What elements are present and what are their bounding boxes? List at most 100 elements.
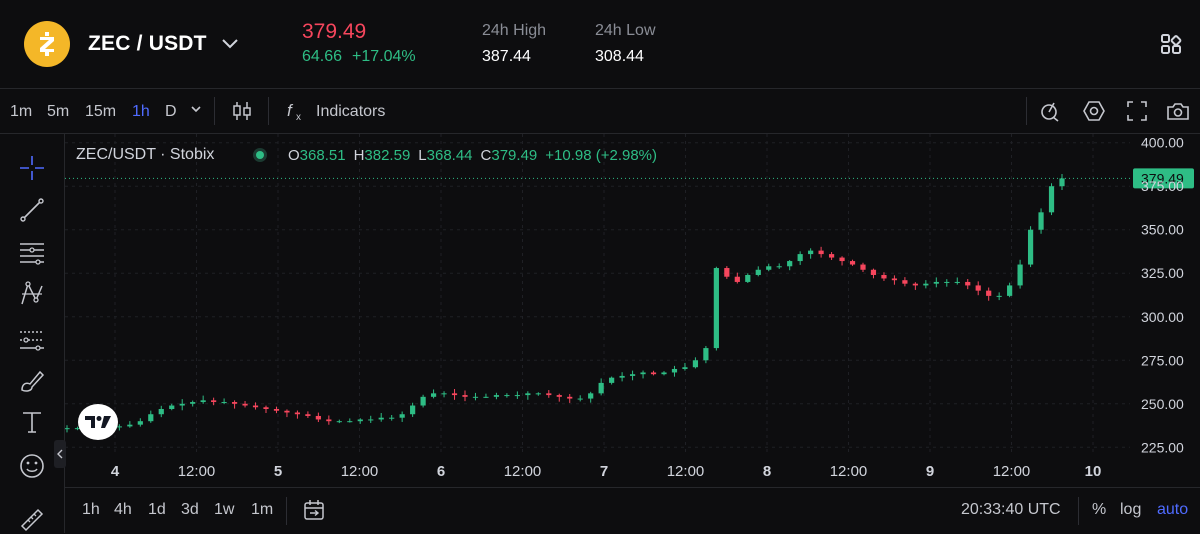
- candle-body: [776, 266, 782, 268]
- high-value: 382.59: [364, 147, 411, 164]
- function-icon[interactable]: f x: [284, 99, 308, 123]
- chevron-down-icon[interactable]: [188, 101, 204, 117]
- divider: [1078, 497, 1079, 525]
- candle-body: [682, 367, 688, 369]
- fib-retracement-icon[interactable]: [18, 324, 46, 352]
- candle-body: [231, 402, 238, 404]
- ruler-icon[interactable]: [18, 504, 46, 532]
- candle-body: [252, 405, 259, 408]
- candle-body: [504, 395, 510, 397]
- candle-body: [661, 372, 667, 375]
- candle-body: [713, 268, 719, 349]
- candle-body: [671, 368, 678, 373]
- candle-body: [326, 419, 332, 422]
- calendar-icon[interactable]: [302, 498, 326, 522]
- candle-body: [284, 410, 290, 413]
- horizontal-lines-icon[interactable]: [18, 238, 46, 266]
- log-toggle[interactable]: log: [1120, 501, 1142, 518]
- indicators-button[interactable]: Indicators: [316, 103, 386, 120]
- candle-body: [399, 414, 405, 418]
- candlestick-icon[interactable]: [230, 99, 254, 123]
- pair-selector[interactable]: ZEC / USDT: [88, 32, 207, 55]
- candle-body: [818, 250, 824, 255]
- candle-body: [954, 281, 960, 283]
- ohlc-legend: O368.51 H382.59 L368.44 C379.49 +10.98 (+2.9…: [288, 147, 665, 164]
- x-tick-label: 6: [437, 463, 445, 480]
- range-1m[interactable]: 1m: [251, 501, 274, 518]
- candle-body: [1038, 212, 1044, 230]
- change-value: +10.98 (+2.98%): [545, 147, 658, 164]
- timeframe-1h[interactable]: 1h: [132, 103, 150, 120]
- collapse-toolbar-button[interactable]: [54, 440, 66, 468]
- candle-body: [357, 419, 363, 422]
- change-percent: +17.04%: [352, 48, 416, 65]
- candle-body: [169, 405, 175, 410]
- range-1d[interactable]: 1d: [148, 501, 166, 518]
- crosshair-icon[interactable]: [18, 154, 46, 182]
- candle-body: [828, 254, 835, 258]
- svg-text:x: x: [296, 112, 301, 123]
- change-absolute: 64.66: [302, 48, 343, 65]
- candle-body: [797, 254, 803, 262]
- fullscreen-icon[interactable]: [1125, 99, 1149, 123]
- candle-body: [336, 421, 342, 423]
- candle-body: [273, 409, 280, 411]
- candle-body: [598, 382, 604, 394]
- candle-body: [933, 281, 939, 284]
- low-value: 368.44: [426, 147, 473, 164]
- divider: [214, 97, 215, 125]
- candle-body: [650, 372, 657, 375]
- range-1w[interactable]: 1w: [214, 501, 235, 518]
- camera-icon[interactable]: [1166, 99, 1190, 123]
- timeframe-d[interactable]: D: [165, 103, 177, 120]
- candle-body: [368, 419, 374, 421]
- timeframe-1m[interactable]: 1m: [10, 103, 33, 120]
- low-value: 308.44: [595, 48, 644, 65]
- range-3d[interactable]: 3d: [181, 501, 199, 518]
- close-value: 379.49: [491, 147, 538, 164]
- price-change: 64.66 +17.04%: [302, 48, 426, 66]
- x-tick-label: 8: [763, 463, 771, 480]
- candle-body: [556, 395, 562, 397]
- timeframe-5m[interactable]: 5m: [47, 103, 70, 120]
- candle-body: [629, 374, 636, 376]
- text-icon[interactable]: [18, 408, 46, 436]
- emoji-icon[interactable]: [18, 452, 46, 480]
- candle-body: [378, 417, 384, 420]
- chevron-down-icon[interactable]: [220, 36, 240, 52]
- auto-toggle[interactable]: auto: [1157, 501, 1189, 518]
- candle-body: [808, 250, 814, 255]
- brush-icon[interactable]: [18, 366, 46, 394]
- candle-body: [734, 276, 740, 282]
- replay-icon[interactable]: [1038, 99, 1062, 123]
- range-1h[interactable]: 1h: [82, 501, 100, 518]
- candle-body: [158, 409, 164, 415]
- timeframe-15m[interactable]: 15m: [85, 103, 117, 120]
- layout-grid-icon[interactable]: [1160, 33, 1182, 55]
- high-value: 387.44: [482, 48, 531, 65]
- candle-body: [347, 421, 353, 423]
- candle-body: [965, 281, 971, 286]
- candle-body: [1007, 285, 1013, 296]
- pattern-icon[interactable]: [18, 280, 46, 308]
- settings-icon[interactable]: [1082, 99, 1106, 123]
- x-tick-label: 12:00: [830, 463, 868, 480]
- candle-body: [116, 426, 122, 428]
- y-tick-label: 275.00: [1141, 352, 1184, 368]
- candle-body: [1059, 178, 1065, 187]
- candle-body: [881, 274, 887, 279]
- candle-body: [127, 424, 133, 427]
- candle-body: [294, 412, 301, 415]
- range-4h[interactable]: 4h: [114, 501, 132, 518]
- percent-toggle[interactable]: %: [1092, 501, 1107, 518]
- candle-body: [420, 396, 426, 406]
- candle-body: [640, 372, 646, 375]
- y-tick-label: 325.00: [1141, 265, 1184, 281]
- x-tick-label: 4: [111, 463, 120, 480]
- trend-line-icon[interactable]: [18, 196, 46, 224]
- high-label: 24h High: [482, 22, 547, 39]
- candle-body: [200, 400, 206, 403]
- candle-body: [619, 375, 625, 378]
- price-chart[interactable]: 379.49 400.00 375.00 350.00 325.00 300.00 275…: [65, 134, 1200, 486]
- candle-body: [755, 269, 761, 275]
